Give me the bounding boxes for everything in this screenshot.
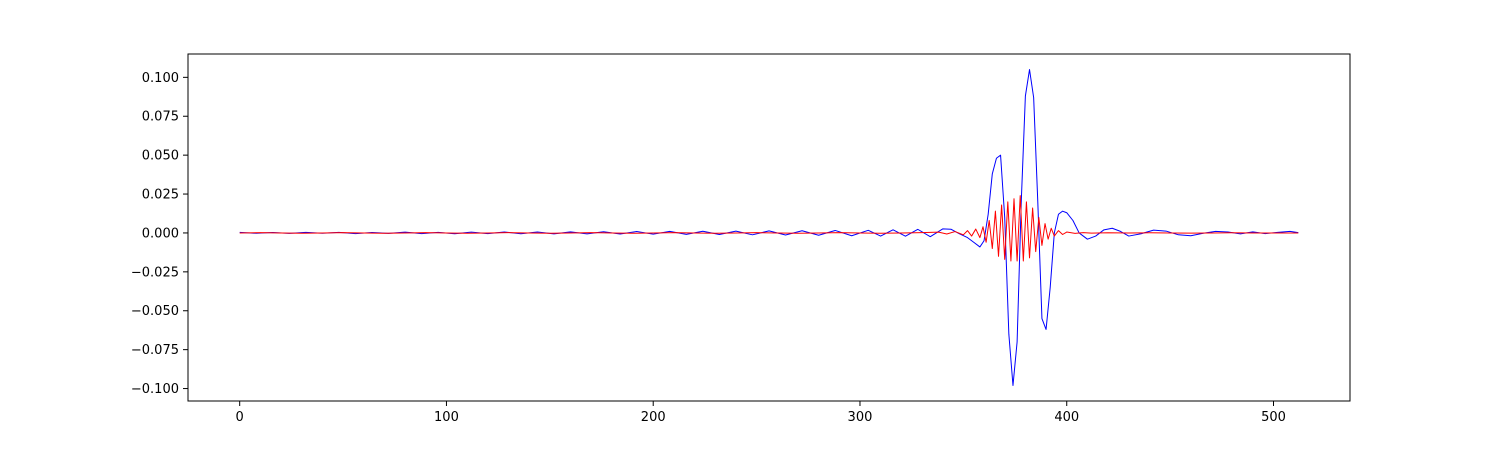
y-tick-label: 0.050 [142, 149, 179, 164]
x-tick-label: 300 [848, 410, 873, 425]
y-tick-label: 0.100 [142, 71, 179, 86]
y-tick-label: 0.000 [142, 226, 179, 241]
x-tick-label: 200 [641, 410, 666, 425]
x-tick-label: 0 [236, 410, 244, 425]
plot-frame [187, 53, 1351, 402]
x-axis: 0 100 200 300 400 500 [236, 401, 1286, 425]
series-line-1 [239, 195, 1299, 262]
y-tick-label: −0.050 [131, 304, 179, 319]
y-tick-label: −0.025 [131, 265, 179, 280]
y-axis: −0.100 −0.075 −0.050 −0.025 0.000 0.025 0.050 0… [131, 71, 188, 397]
x-tick-label: 500 [1261, 410, 1286, 425]
x-tick-label: 400 [1054, 410, 1079, 425]
y-tick-label: 0.075 [142, 110, 179, 125]
y-tick-label: −0.075 [131, 343, 179, 358]
x-tick-label: 100 [434, 410, 459, 425]
y-tick-label: −0.100 [131, 382, 179, 397]
y-tick-label: 0.025 [142, 188, 179, 203]
series-layer [239, 69, 1299, 386]
plot-area [188, 54, 1350, 401]
